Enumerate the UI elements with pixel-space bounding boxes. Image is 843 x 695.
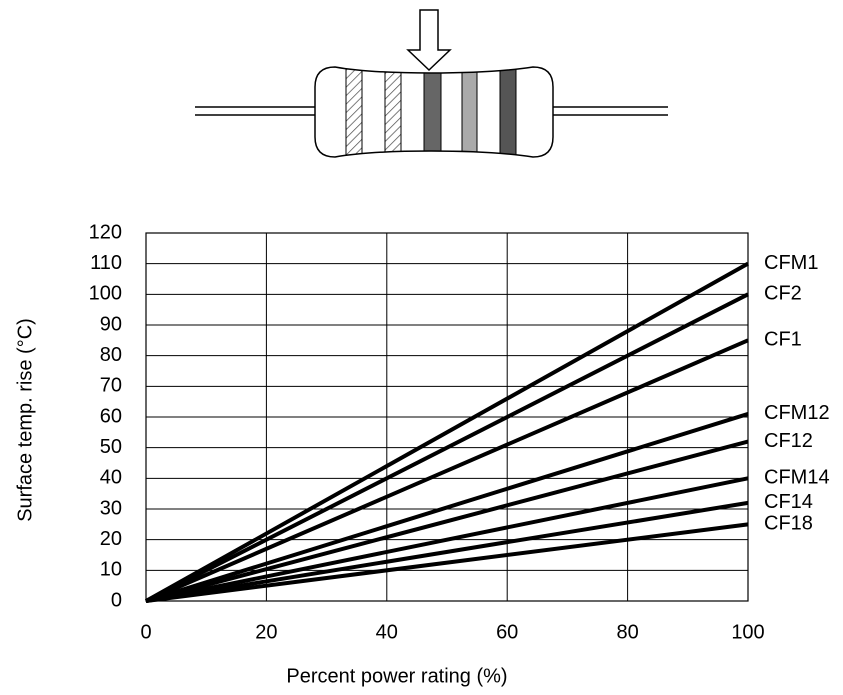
- x-tick-label: 60: [496, 621, 518, 643]
- series-line: [145, 261, 749, 603]
- x-tick-label: 40: [376, 621, 398, 643]
- series-line: [145, 292, 749, 603]
- x-tick-label: 100: [731, 621, 764, 643]
- y-tick-label: 80: [100, 344, 122, 366]
- series-label: CF2: [764, 283, 802, 305]
- y-tick-label: 60: [100, 405, 122, 427]
- series-line: [145, 338, 749, 603]
- series-line: [145, 476, 749, 603]
- series-label: CF1: [764, 329, 802, 351]
- y-tick-label: 100: [89, 283, 122, 305]
- series-line: [145, 500, 749, 603]
- x-tick-label: 20: [255, 621, 277, 643]
- series-label: CF18: [764, 513, 813, 535]
- y-tick-label: 90: [100, 313, 122, 335]
- y-tick-label: 50: [100, 436, 122, 458]
- series-label: CFM12: [764, 402, 830, 424]
- y-tick-label: 30: [100, 497, 122, 519]
- series-line: [145, 439, 749, 603]
- y-axis-label: Surface temp. rise (°C): [14, 318, 36, 522]
- x-tick-label: 0: [140, 621, 151, 643]
- y-tick-label: 20: [100, 528, 122, 550]
- y-tick-label: 10: [100, 559, 122, 581]
- series-label: CFM1: [764, 252, 818, 274]
- series-label: CF14: [764, 491, 813, 513]
- y-tick-label: 120: [89, 221, 122, 243]
- series-label: CF12: [764, 430, 813, 452]
- x-tick-label: 80: [616, 621, 638, 643]
- y-tick-label: 40: [100, 467, 122, 489]
- y-tick-label: 70: [100, 375, 122, 397]
- series-line: [145, 522, 749, 603]
- y-tick-label: 0: [111, 589, 122, 611]
- x-axis-label: Percent power rating (%): [286, 665, 507, 687]
- series-label: CFM14: [764, 467, 830, 489]
- y-tick-label: 110: [90, 252, 122, 274]
- resistor-diagram: [195, 9, 668, 158]
- series-line: [145, 412, 749, 603]
